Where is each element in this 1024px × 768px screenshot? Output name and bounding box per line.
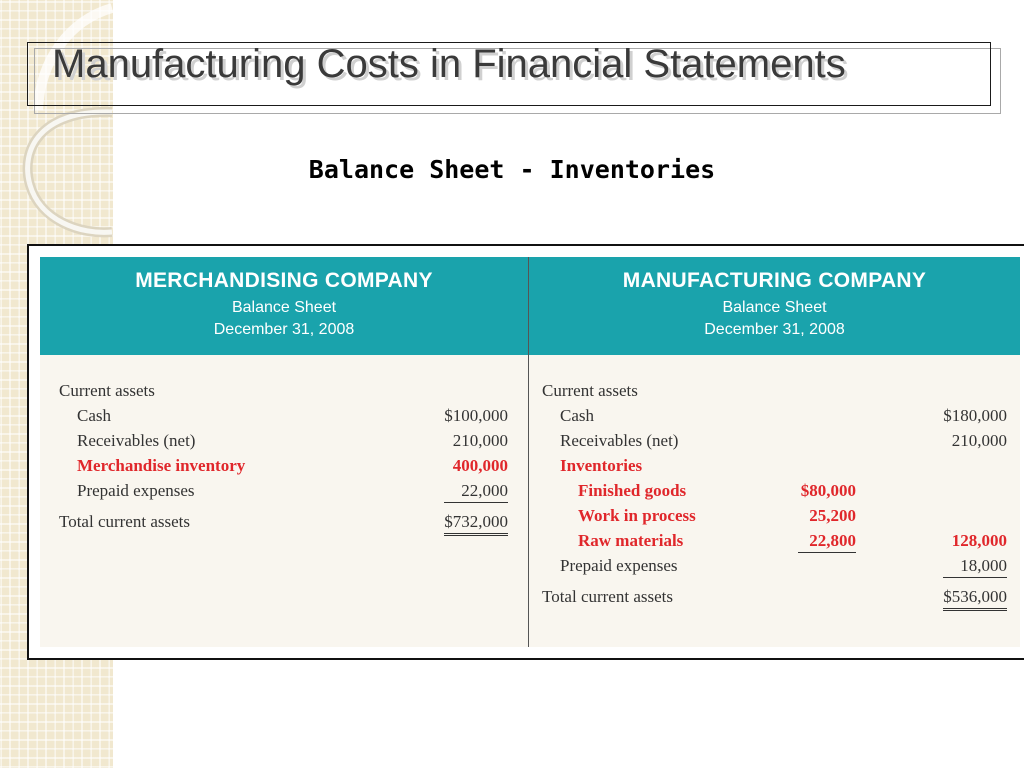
inventories-label: Inventories [560,456,643,475]
list-item: Raw materials 22,800 128,000 [529,531,1020,553]
merchandising-header: MERCHANDISING COMPANY Balance Sheet Dece… [40,257,528,355]
line-item-label: Merchandise inventory [77,456,246,475]
line-item-amount: 210,000 [452,431,508,450]
title-frame-shadow [34,48,1001,114]
list-item: Current assets [529,381,1020,403]
line-item-label: Finished goods [578,481,687,500]
total-row: Total current assets $536,000 [529,587,1020,611]
line-item-amount: 25,200 [809,506,856,525]
list-item: Inventories [529,456,1020,478]
column-divider [528,257,529,647]
list-item: Merchandise inventory 400,000 [40,456,528,478]
merchandising-company-name: MERCHANDISING COMPANY [135,269,433,292]
line-item-amount: $80,000 [800,481,856,500]
line-item-amount: 22,800 [798,531,856,553]
line-item-amount: $100,000 [444,406,508,425]
merchandising-statement-name: Balance Sheet [231,299,337,316]
total-amount: $536,000 [943,587,1007,611]
line-item-amount: 210,000 [951,431,1007,450]
line-item-amount: 18,000 [943,556,1007,578]
line-item-label: Receivables (net) [77,431,196,450]
line-item-amount: 22,000 [444,481,508,503]
line-item-label: Cash [560,406,594,425]
balance-sheet-panel: MERCHANDISING COMPANY Balance Sheet Dece… [40,257,1020,647]
total-row: Total current assets $732,000 [40,512,528,536]
list-item: Cash $180,000 [529,406,1020,428]
line-item-amount: 400,000 [452,456,508,475]
line-item-label: Cash [77,406,111,425]
line-item-label: Prepaid expenses [77,481,195,500]
list-item: Prepaid expenses 18,000 [529,556,1020,578]
list-item: Receivables (net) 210,000 [40,431,528,453]
manufacturing-header: MANUFACTURING COMPANY Balance Sheet Dece… [529,257,1020,355]
inventories-total-amount: 128,000 [951,531,1007,550]
list-item: Receivables (net) 210,000 [529,431,1020,453]
title-frame [27,42,991,106]
merchandising-statement-date: December 31, 2008 [213,321,355,338]
list-item: Prepaid expenses 22,000 [40,481,528,503]
manufacturing-company-name: MANUFACTURING COMPANY [622,269,927,292]
list-item: Work in process 25,200 [529,506,1020,528]
line-item-label: Raw materials [578,531,684,550]
list-item: Cash $100,000 [40,406,528,428]
list-item: Current assets [40,381,528,403]
line-item-label: Prepaid expenses [560,556,678,575]
decorative-swirl-icon [22,3,114,238]
slide-title: Manufacturing Costs in Financial Stateme… [52,42,846,86]
manufacturing-statement-date: December 31, 2008 [704,321,845,338]
manufacturing-statement-name: Balance Sheet [722,299,827,316]
list-item: Finished goods $80,000 [529,481,1020,503]
line-item-label: Work in process [578,506,696,525]
total-label: Total current assets [59,512,190,531]
balance-sheet-figure: MERCHANDISING COMPANY Balance Sheet Dece… [27,244,1024,660]
section-label: Current assets [542,381,638,400]
section-label: Current assets [59,381,155,400]
line-item-label: Receivables (net) [560,431,679,450]
total-amount: $732,000 [444,512,508,536]
slide-subtitle: Balance Sheet - Inventories [308,155,716,184]
line-item-amount: $180,000 [943,406,1007,425]
total-label: Total current assets [542,587,673,606]
